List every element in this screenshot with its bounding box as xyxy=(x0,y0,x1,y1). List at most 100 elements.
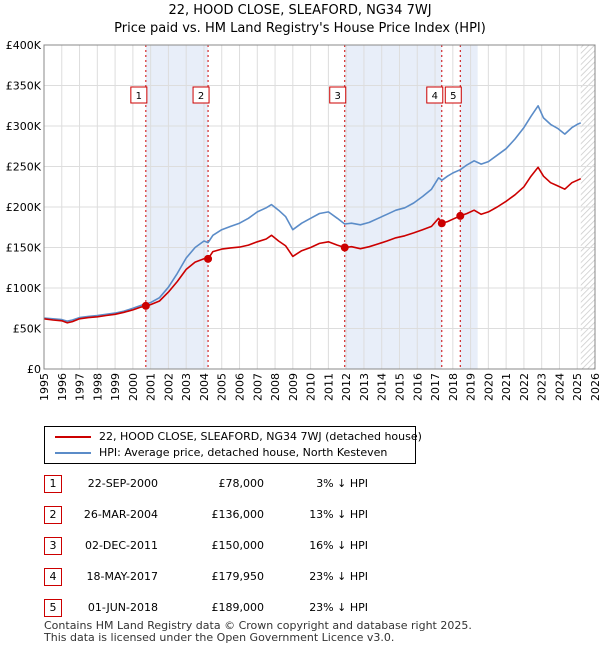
x-tick-label: 2025 xyxy=(571,373,584,401)
series-line-hpi xyxy=(43,105,582,322)
x-tick-label: 1998 xyxy=(91,373,104,401)
sale-price: £179,950 xyxy=(211,570,265,583)
sale-row: 5 01-JUN-2018 £189,000 23% ↓ HPI xyxy=(0,599,600,619)
x-tick-label: 2002 xyxy=(162,373,175,401)
sale-label-box: 2 xyxy=(192,86,210,104)
sale-number-badge: 2 xyxy=(44,506,62,524)
sale-label-frame xyxy=(444,86,462,104)
series-line-property xyxy=(43,166,582,324)
legend-label-property: 22, HOOD CLOSE, SLEAFORD, NG34 7WJ (deta… xyxy=(99,430,422,443)
sale-label-frame xyxy=(329,86,347,104)
y-tick-label: £250K xyxy=(6,161,42,174)
sale-label-frame xyxy=(426,86,444,104)
x-tick-label: 2008 xyxy=(269,373,282,401)
chart-legend: 22, HOOD CLOSE, SLEAFORD, NG34 7WJ (deta… xyxy=(44,426,422,464)
sale-number-badge: 4 xyxy=(44,568,62,586)
x-tick-label: 1995 xyxy=(38,373,51,401)
sale-price: £150,000 xyxy=(211,539,265,552)
x-tick-label: 2010 xyxy=(305,373,318,401)
x-tick-label: 2020 xyxy=(482,373,495,401)
sale-label-box: 3 xyxy=(329,86,347,104)
x-tick-label: 2022 xyxy=(518,373,531,401)
x-tick-label: 2018 xyxy=(447,373,460,401)
footer-attribution: Contains HM Land Registry data © Crown c… xyxy=(44,620,472,644)
sale-label-box: 1 xyxy=(130,86,148,104)
x-tick-label: 2014 xyxy=(376,373,389,401)
footer-licence: This data is licensed under the Open Gov… xyxy=(44,631,395,644)
legend-swatch-property xyxy=(55,436,91,438)
sale-row: 2 26-MAR-2004 £136,000 13% ↓ HPI xyxy=(0,506,600,526)
x-tick-label: 2024 xyxy=(553,373,566,401)
y-tick-label: £0 xyxy=(27,363,41,376)
sale-point-marker xyxy=(141,301,150,310)
x-tick-label: 2001 xyxy=(145,373,158,401)
sale-price: £136,000 xyxy=(211,508,265,521)
sale-price: £78,000 xyxy=(218,477,265,490)
sale-point-marker xyxy=(456,211,465,220)
sale-label-frame xyxy=(192,86,210,104)
x-tick-label: 2023 xyxy=(536,373,549,401)
sale-label-number: 1 xyxy=(136,91,142,102)
x-tick-label: 1997 xyxy=(74,373,87,401)
sale-hpi-diff: 3% ↓ HPI xyxy=(316,477,368,490)
sale-hpi-diff: 16% ↓ HPI xyxy=(309,539,368,552)
sale-date: 18-MAY-2017 xyxy=(86,570,158,583)
sale-point-marker xyxy=(204,254,213,263)
sale-label-box: 4 xyxy=(426,86,444,104)
x-tick-label: 2021 xyxy=(500,373,513,401)
x-tick-label: 2026 xyxy=(589,373,600,401)
chart-title-subtitle: Price paid vs. HM Land Registry's House … xyxy=(114,21,486,36)
x-tick-label: 2007 xyxy=(251,373,264,401)
sale-number-badge: 5 xyxy=(44,599,62,617)
x-tick-label: 2019 xyxy=(465,373,478,401)
x-tick-label: 2017 xyxy=(429,373,442,401)
x-tick-label: 2012 xyxy=(340,373,353,401)
legend-swatch-hpi xyxy=(55,452,91,454)
sale-label-number: 2 xyxy=(198,91,204,102)
sale-hpi-diff: 13% ↓ HPI xyxy=(309,508,368,521)
y-tick-label: £100K xyxy=(6,282,42,295)
sale-label-frame xyxy=(130,86,148,104)
sale-hpi-diff: 23% ↓ HPI xyxy=(309,601,368,614)
sale-label-number: 5 xyxy=(450,91,456,102)
sale-date: 01-JUN-2018 xyxy=(87,601,158,614)
sale-date: 26-MAR-2004 xyxy=(83,508,158,521)
sale-date: 22-SEP-2000 xyxy=(87,477,158,490)
sale-price: £189,000 xyxy=(211,601,265,614)
sale-hpi-diff: 23% ↓ HPI xyxy=(309,570,368,583)
x-tick-label: 2003 xyxy=(180,373,193,401)
x-tick-label: 2000 xyxy=(127,373,140,401)
x-tick-label: 1996 xyxy=(56,373,69,401)
y-tick-label: £400K xyxy=(6,39,42,52)
x-tick-label: 1999 xyxy=(109,373,122,401)
x-tick-label: 2005 xyxy=(216,373,229,401)
y-tick-label: £300K xyxy=(6,120,42,133)
y-tick-label: £350K xyxy=(6,80,42,93)
x-tick-label: 2013 xyxy=(358,373,371,401)
footer-copyright: Contains HM Land Registry data © Crown c… xyxy=(44,619,472,632)
sale-row: 3 02-DEC-2011 £150,000 16% ↓ HPI xyxy=(0,537,600,557)
x-tick-label: 2011 xyxy=(322,373,335,401)
x-tick-label: 2015 xyxy=(393,373,406,401)
sale-number-badge: 1 xyxy=(44,475,62,493)
sale-label-number: 3 xyxy=(335,91,341,102)
legend-label-hpi: HPI: Average price, detached house, Nort… xyxy=(99,446,388,459)
chart-title-address: 22, HOOD CLOSE, SLEAFORD, NG34 7WJ xyxy=(168,3,432,18)
sale-point-marker xyxy=(340,243,349,252)
sale-row: 1 22-SEP-2000 £78,000 3% ↓ HPI xyxy=(0,475,600,495)
sale-number-badge: 3 xyxy=(44,537,62,555)
plot-frame xyxy=(43,44,596,370)
x-tick-label: 2009 xyxy=(287,373,300,401)
y-tick-label: £150K xyxy=(6,242,42,255)
sale-label-number: 4 xyxy=(432,91,438,102)
x-tick-label: 2006 xyxy=(234,373,247,401)
x-tick-label: 2004 xyxy=(198,373,211,401)
x-tick-label: 2016 xyxy=(411,373,424,401)
price-chart: 1 2 3 4 5 £0 £50K £100K £150K £200K £250K £300K £35… xyxy=(6,39,600,401)
y-tick-label: £200K xyxy=(6,201,42,214)
y-tick-label: £50K xyxy=(13,323,42,336)
sale-point-marker xyxy=(437,219,446,228)
sale-label-box: 5 xyxy=(444,86,462,104)
sale-date: 02-DEC-2011 xyxy=(84,539,158,552)
sale-row: 4 18-MAY-2017 £179,950 23% ↓ HPI xyxy=(0,568,600,588)
